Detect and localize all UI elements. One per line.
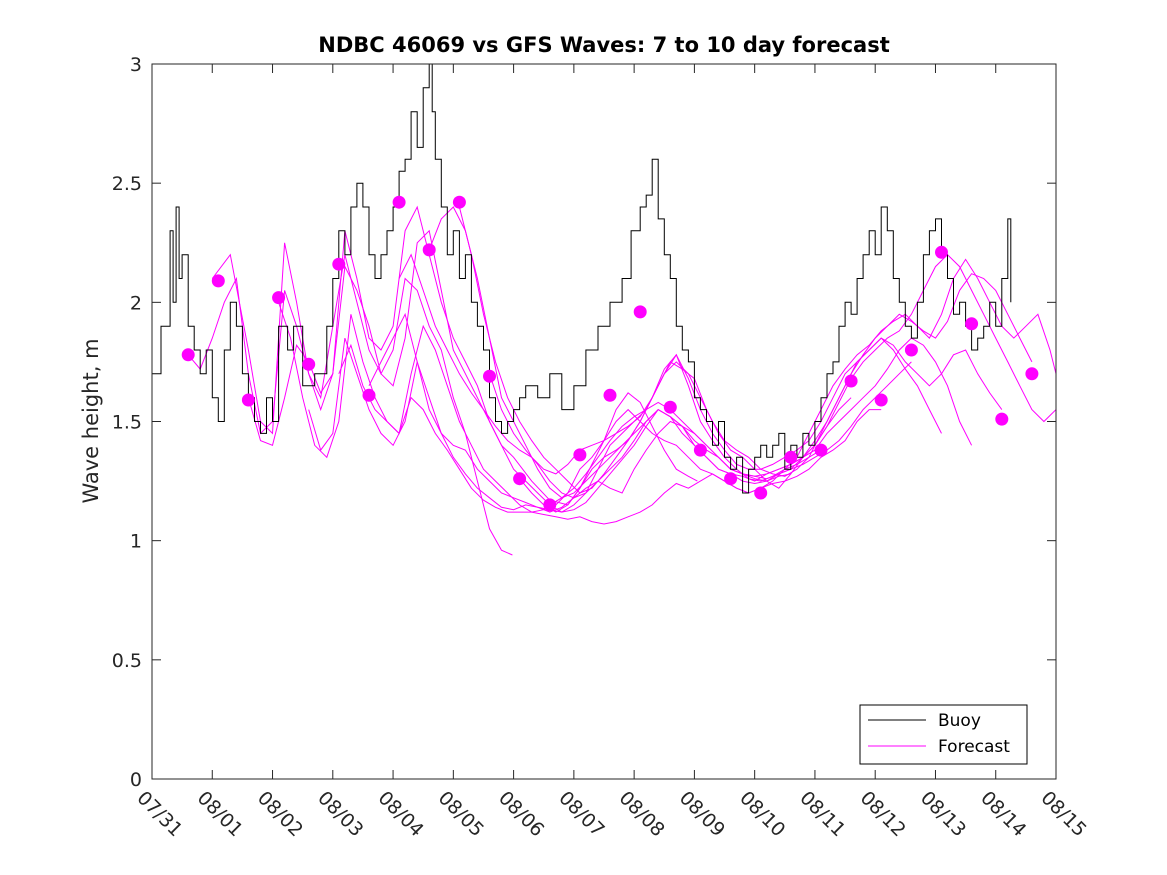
forecast-marker	[483, 369, 496, 383]
legend-box	[859, 704, 1028, 765]
forecast-marker	[362, 388, 376, 402]
series-layer	[152, 64, 1056, 556]
forecast-marker	[211, 274, 225, 288]
forecast-marker	[904, 343, 918, 357]
forecast-marker	[241, 393, 255, 407]
forecast-marker	[513, 472, 527, 486]
forecast-line-6	[338, 343, 882, 525]
forecast-marker	[724, 472, 738, 486]
legend-forecast-label: Forecast	[938, 737, 1010, 757]
plot-area	[152, 64, 1056, 779]
y-tick-label: 2.5	[112, 173, 142, 195]
legend: Buoy Forecast	[859, 704, 1028, 765]
buoy-line	[152, 64, 1012, 494]
forecast-line-10	[458, 206, 1003, 494]
forecast-marker	[452, 195, 466, 209]
forecast-marker	[1025, 367, 1039, 381]
forecast-marker	[935, 245, 948, 259]
forecast-marker	[422, 243, 436, 257]
forecast-marker	[754, 486, 768, 500]
forecast-marker	[693, 443, 707, 457]
forecast-marker	[603, 388, 617, 402]
y-axis-label: Wave height, m	[79, 338, 103, 503]
chart-title: NDBC 46069 vs GFS Waves: 7 to 10 day for…	[318, 33, 889, 57]
forecast-marker	[965, 317, 979, 331]
forecast-marker	[814, 443, 828, 457]
forecast-marker	[784, 450, 798, 464]
forecast-marker	[844, 374, 858, 388]
forecast-marker	[874, 393, 888, 407]
forecast-line-8	[398, 253, 942, 475]
forecast-marker	[995, 412, 1009, 426]
y-tick-label: 0.5	[112, 650, 142, 672]
y-tick-label: 1.5	[112, 412, 142, 434]
forecast-line-11	[489, 273, 1033, 499]
forecast-marker	[332, 257, 346, 271]
forecast-marker	[181, 348, 195, 362]
forecast-marker	[663, 400, 677, 414]
forecast-marker	[573, 448, 587, 462]
forecast-marker	[633, 305, 647, 319]
legend-buoy-label: Buoy	[938, 711, 981, 731]
forecast-marker	[302, 357, 316, 371]
y-tick-label: 2	[130, 292, 142, 314]
forecast-marker	[392, 195, 406, 209]
y-tick-label: 3	[130, 54, 142, 76]
y-tick-label: 0	[130, 769, 142, 791]
forecast-marker	[272, 291, 286, 305]
forecast-marker	[543, 498, 557, 512]
y-tick-label: 1	[130, 531, 142, 553]
